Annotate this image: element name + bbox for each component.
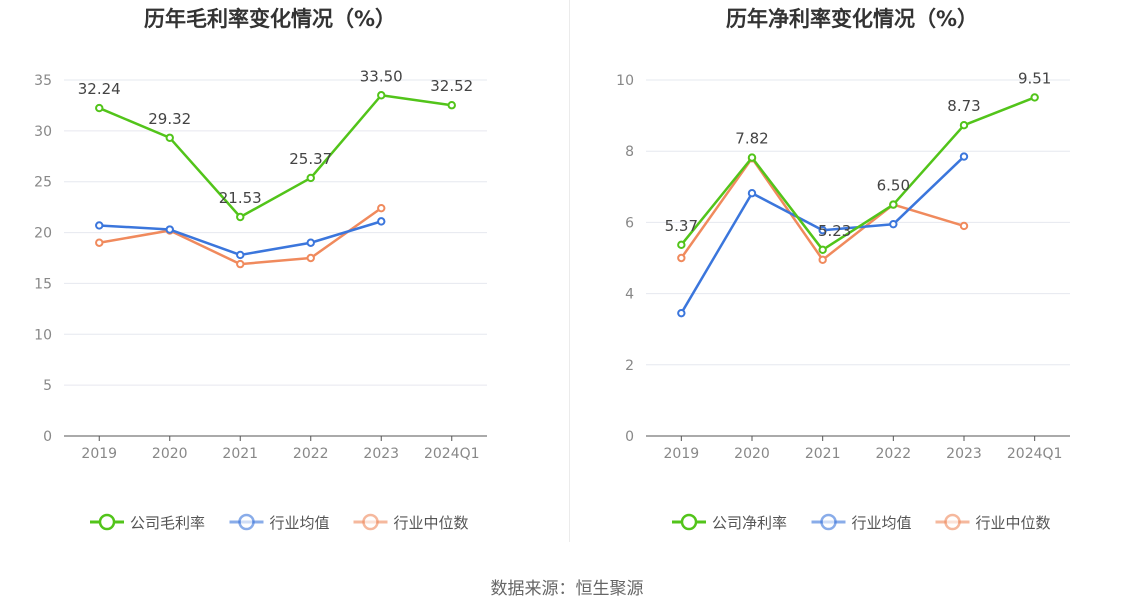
series-line-1 — [98, 94, 452, 219]
data-source: 数据来源：恒生聚源 — [490, 579, 644, 599]
data-point — [747, 153, 757, 162]
y-tick-label: 2 — [625, 358, 634, 374]
x-tick-label: 2020 — [152, 446, 188, 462]
x-tick-label: 2019 — [81, 446, 117, 462]
legend-marker — [238, 513, 255, 531]
y-tick-label: 20 — [34, 226, 52, 242]
chart-1: 历年毛利率变化情况（%） 0 5 10 15 20 25 30 35 2019 2020 2021 20… — [34, 7, 487, 532]
y-tick-label: 15 — [34, 276, 52, 292]
chart-title: 历年毛利率变化情况（%） — [144, 7, 396, 31]
y-tick-label: 25 — [34, 175, 52, 191]
x-tick-label: 2020 — [734, 446, 770, 462]
data-label: 21.53 — [219, 189, 262, 207]
chart-title: 历年净利率变化情况（%） — [726, 7, 978, 31]
data-label: 5.23 — [818, 222, 851, 240]
data-point — [165, 133, 174, 142]
y-tick-label: 0 — [625, 429, 634, 445]
chart-2: 历年净利率变化情况（%） 0 2 4 6 8 10 2019 2020 2021 2022 2023 2… — [616, 7, 1070, 532]
x-tick-label: 2021 — [222, 446, 258, 462]
data-point — [165, 225, 174, 234]
legend-item-2: 行业均值 — [811, 513, 912, 532]
legend-marker — [944, 513, 961, 531]
y-tick-label: 4 — [625, 287, 634, 303]
x-tick-label: 2022 — [876, 446, 912, 462]
data-point — [677, 253, 686, 263]
data-point — [447, 101, 456, 110]
data-label: 6.50 — [877, 177, 910, 195]
data-point — [677, 240, 686, 250]
legend-label: 公司净利率 — [712, 514, 787, 532]
data-point — [236, 259, 245, 269]
y-tick-label: 10 — [34, 327, 52, 343]
data-point — [95, 221, 104, 230]
y-tick-label: 35 — [34, 73, 52, 89]
legend-marker — [820, 513, 837, 531]
legend-label: 行业均值 — [852, 514, 912, 532]
data-point — [1030, 93, 1039, 102]
y-tick-label: 30 — [34, 124, 52, 140]
legend-item-3: 行业中位数 — [353, 513, 469, 532]
legend-label: 行业中位数 — [394, 514, 469, 532]
data-point — [959, 221, 969, 231]
data-point — [306, 238, 315, 247]
data-label: 32.52 — [430, 77, 473, 95]
legend-label: 行业均值 — [270, 514, 330, 532]
data-point — [747, 189, 757, 198]
data-label: 8.73 — [947, 97, 980, 115]
legend-item-1: 公司毛利率 — [90, 513, 205, 532]
data-label: 32.24 — [78, 80, 121, 98]
data-point — [677, 308, 686, 318]
data-point — [95, 103, 104, 113]
data-label: 9.51 — [1018, 69, 1051, 87]
panel-divider — [569, 0, 570, 542]
x-tick-label: 2024Q1 — [1007, 446, 1063, 462]
data-point — [959, 121, 969, 130]
legend-label: 公司毛利率 — [130, 514, 205, 532]
legend-item-1: 公司净利率 — [672, 513, 787, 532]
data-point — [306, 253, 315, 263]
y-tick-label: 0 — [43, 429, 52, 445]
data-point — [306, 173, 315, 183]
x-tick-label: 2022 — [293, 446, 329, 462]
data-point — [889, 200, 898, 209]
data-label: 29.32 — [148, 110, 191, 128]
data-label: 7.82 — [735, 130, 768, 148]
legend-label: 行业中位数 — [976, 514, 1051, 532]
x-tick-label: 2019 — [664, 446, 700, 462]
series-line-1 — [680, 96, 1036, 252]
y-tick-label: 5 — [43, 378, 52, 394]
data-point — [95, 238, 104, 247]
data-point — [818, 245, 827, 255]
legend-marker — [98, 513, 116, 531]
data-point — [818, 226, 827, 235]
y-tick-label: 8 — [625, 144, 634, 160]
x-tick-label: 2023 — [363, 446, 399, 462]
data-point — [818, 255, 827, 264]
data-point — [889, 219, 898, 229]
legend-marker — [680, 513, 698, 531]
data-point — [236, 250, 245, 260]
data-point — [959, 152, 969, 161]
x-tick-label: 2024Q1 — [424, 446, 480, 462]
legend-item-2: 行业均值 — [229, 513, 330, 532]
data-point — [377, 217, 386, 226]
data-label: 25.37 — [289, 150, 332, 168]
y-tick-label: 10 — [616, 73, 634, 89]
x-tick-label: 2023 — [946, 446, 982, 462]
x-tick-label: 2021 — [805, 446, 841, 462]
legend-marker — [362, 513, 379, 531]
data-point — [377, 203, 386, 213]
y-tick-label: 6 — [625, 215, 634, 231]
data-point — [236, 212, 245, 222]
data-point — [377, 91, 386, 100]
legend-item-3: 行业中位数 — [935, 513, 1051, 532]
data-label: 5.37 — [665, 217, 698, 235]
data-label: 33.50 — [360, 67, 403, 85]
